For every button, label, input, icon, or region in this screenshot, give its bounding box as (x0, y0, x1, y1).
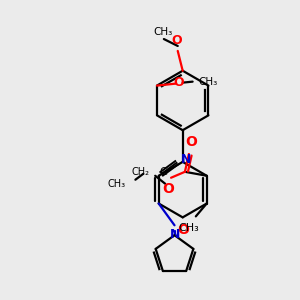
Text: O: O (173, 76, 184, 89)
Text: O: O (171, 34, 182, 47)
Text: O: O (162, 182, 174, 196)
Text: C: C (160, 167, 167, 177)
Text: CH₂: CH₂ (131, 167, 149, 177)
Text: CH₃: CH₃ (107, 179, 125, 189)
Text: O: O (185, 135, 197, 149)
Text: CH₃: CH₃ (199, 76, 218, 87)
Text: N: N (170, 228, 181, 241)
Text: N: N (181, 153, 191, 167)
Text: O: O (177, 223, 189, 237)
Text: CH₃: CH₃ (178, 223, 199, 233)
Text: CH₃: CH₃ (153, 27, 172, 37)
